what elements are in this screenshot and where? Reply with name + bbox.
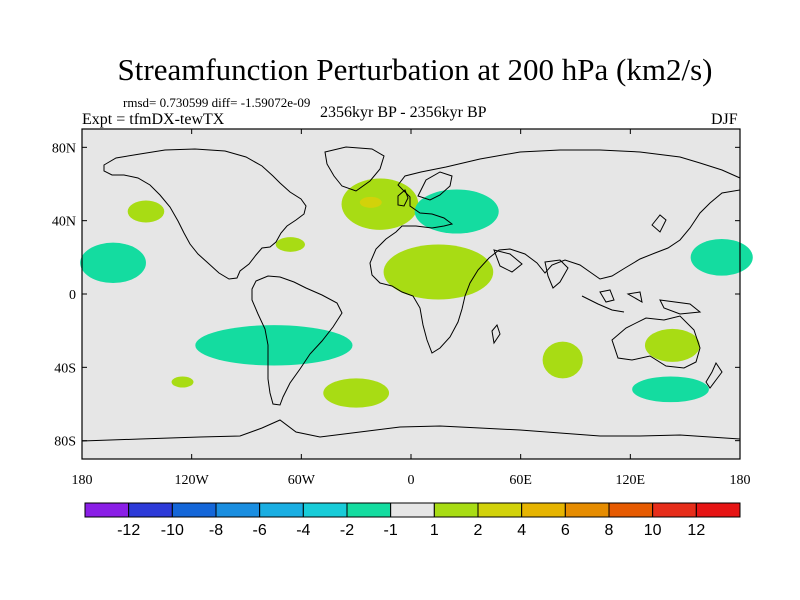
coast-madagascar xyxy=(491,323,501,345)
colorbar-label: 1 xyxy=(430,522,439,539)
x-tick-label: 0 xyxy=(408,473,415,488)
anomaly-layer xyxy=(80,178,753,408)
coast-indonesia xyxy=(581,289,702,315)
colorbar-label: -2 xyxy=(340,522,354,539)
y-tick-label: 40S xyxy=(54,361,76,376)
colorbar-label: -10 xyxy=(161,522,184,539)
colorbar-swatch xyxy=(259,502,304,518)
colorbar-swatch xyxy=(346,502,392,518)
x-tick-label: 60W xyxy=(288,473,316,488)
anomaly-trop-east-pacific xyxy=(80,242,146,283)
colorbar-swatch xyxy=(433,502,479,518)
y-tick-label: 80N xyxy=(52,141,76,156)
colorbar-swatch xyxy=(215,502,261,518)
anomaly-s-america-atlantic xyxy=(195,325,353,366)
colorbar-swatch xyxy=(390,502,435,518)
anomaly-s-pacific-small xyxy=(171,376,194,388)
coast-india xyxy=(544,259,569,289)
colorbar-label: -8 xyxy=(209,522,223,539)
anomaly-caribbean xyxy=(275,237,305,252)
x-tick-label: 120W xyxy=(175,473,210,488)
colorbar-label: 2 xyxy=(474,522,483,539)
anomaly-w-pacific xyxy=(690,239,753,276)
season-label: DJF xyxy=(711,111,738,128)
coast-south-america xyxy=(251,275,343,406)
colorbar-label: 6 xyxy=(561,522,570,539)
coast-scandinavia xyxy=(417,171,453,201)
y-tick-label: 40N xyxy=(52,215,76,230)
x-tick-label: 180 xyxy=(730,473,751,488)
y-tick-label: 0 xyxy=(69,288,76,303)
colorbar: -12 -10 -8 -6 -4 -2 -1 1 2 4 6 8 10 12 xyxy=(84,502,741,539)
colorbar-swatch xyxy=(608,502,654,518)
colorbar-label: -12 xyxy=(117,522,140,539)
coast-greenland xyxy=(324,146,385,192)
anomaly-africa-tropics xyxy=(383,244,494,300)
coast-japan xyxy=(651,214,667,233)
anomaly-s-atlantic xyxy=(323,378,390,408)
colorbar-label: 4 xyxy=(517,522,526,539)
anomaly-europe xyxy=(414,189,499,234)
anomaly-australia xyxy=(644,328,700,362)
colorbar-swatch xyxy=(477,502,523,518)
stats-text: rmsd= 0.730599 diff= -1.59072e-09 xyxy=(123,95,311,110)
coast-britain xyxy=(397,189,409,207)
experiment-label: Expt = tfmDX-tewTX xyxy=(82,111,225,128)
colorbar-label: -1 xyxy=(384,522,398,539)
colorbar-label: -4 xyxy=(296,522,310,539)
x-tick-label: 180 xyxy=(72,473,93,488)
coast-arabia xyxy=(493,249,523,273)
anomaly-s-of-australia xyxy=(632,376,709,403)
coast-new-zealand xyxy=(705,361,723,389)
coast-australia xyxy=(611,315,701,369)
chart-title: Streamfunction Perturbation at 200 hPa (… xyxy=(117,52,713,87)
coast-north-america xyxy=(103,148,307,280)
axis-ticks: 180 120W 60W 0 60E 120E 180 80N 40N 0 40S 80S xyxy=(52,129,751,488)
colorbar-swatch xyxy=(564,502,610,518)
colorbar-label: 10 xyxy=(644,522,662,539)
colorbar-swatch xyxy=(84,502,130,518)
colorbar-swatch xyxy=(521,502,566,518)
x-tick-label: 60E xyxy=(509,473,532,488)
period-label: 2356kyr BP - 2356kyr BP xyxy=(320,104,487,121)
anomaly-n-pacific-west xyxy=(127,200,165,223)
x-tick-label: 120E xyxy=(616,473,646,488)
colorbar-label: 8 xyxy=(605,522,614,539)
y-tick-label: 80S xyxy=(54,435,76,450)
colorbar-swatch xyxy=(302,502,348,518)
colorbar-label: 12 xyxy=(687,522,705,539)
coast-eurasia-africa xyxy=(369,149,741,354)
colorbar-label: -6 xyxy=(253,522,267,539)
colorbar-swatch xyxy=(652,502,697,518)
anomaly-indian-ocean xyxy=(542,341,583,379)
coast-antarctica xyxy=(81,419,741,442)
anomaly-n-atlantic-core xyxy=(359,196,382,208)
colorbar-swatch xyxy=(171,502,217,518)
colorbar-swatch xyxy=(128,502,173,518)
coastlines xyxy=(81,146,741,442)
colorbar-swatch xyxy=(695,502,741,518)
